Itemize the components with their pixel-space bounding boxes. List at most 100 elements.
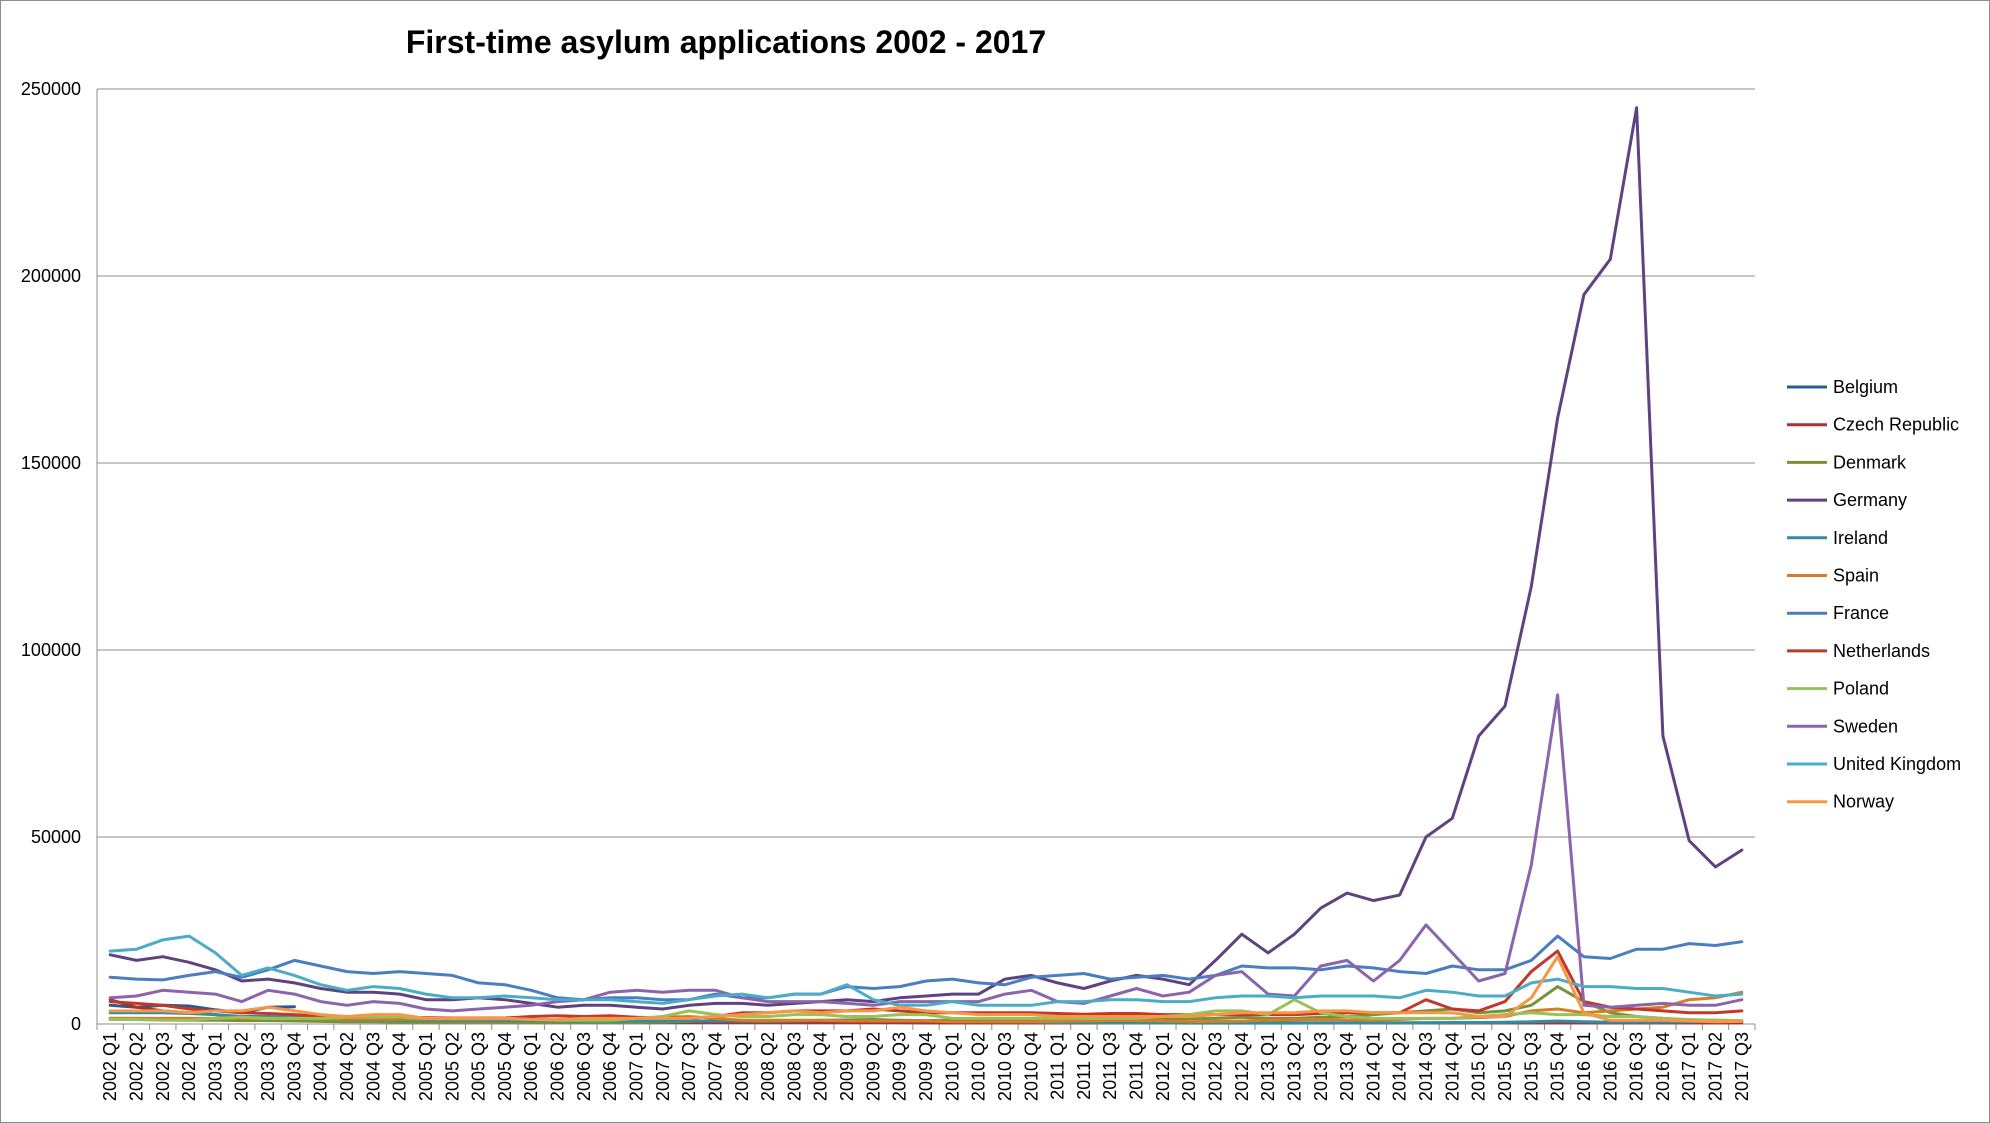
x-tick-label: 2006 Q1 (521, 1032, 541, 1101)
series-lines (108, 106, 1744, 1025)
x-tick-label: 2005 Q3 (469, 1032, 489, 1101)
x-tick-label: 2007 Q2 (653, 1032, 673, 1101)
legend-item: Ireland (1787, 528, 1888, 548)
x-tick-label: 2003 Q4 (284, 1032, 304, 1101)
x-tick-label: 2009 Q4 (916, 1032, 936, 1101)
x-tick-label: 2017 Q2 (1706, 1032, 1726, 1101)
y-tick-label: 250000 (21, 79, 81, 99)
x-tick-label: 2014 Q4 (1442, 1032, 1462, 1101)
y-tick-label: 0 (71, 1014, 81, 1034)
x-tick-label: 2011 Q4 (1127, 1032, 1147, 1100)
y-tick-label: 150000 (21, 453, 81, 473)
x-tick-label: 2004 Q3 (363, 1032, 383, 1101)
x-tick-label: 2013 Q3 (1311, 1032, 1331, 1101)
x-tick-label: 2002 Q2 (126, 1032, 146, 1101)
x-tick-label: 2010 Q3 (995, 1032, 1015, 1101)
legend-item: Spain (1787, 566, 1879, 586)
x-tick-label: 2016 Q4 (1653, 1032, 1673, 1101)
legend: Belgium Czech Republic Denmark Germany Irela… (1787, 377, 1961, 812)
legend-item: Norway (1787, 792, 1894, 812)
x-tick-label: 2006 Q4 (600, 1032, 620, 1101)
x-tick-label: 2005 Q1 (416, 1032, 436, 1101)
x-tick-label: 2013 Q4 (1337, 1032, 1357, 1101)
x-tick-label: 2010 Q1 (942, 1032, 962, 1101)
x-tick-label: 2010 Q2 (969, 1032, 989, 1101)
legend-item: Netherlands (1787, 641, 1930, 661)
x-tick-label: 2015 Q4 (1548, 1032, 1568, 1101)
x-tick-label: 2009 Q2 (863, 1032, 883, 1101)
x-tick-label: 2014 Q2 (1390, 1032, 1410, 1101)
x-tick-label: 2007 Q1 (627, 1032, 647, 1101)
legend-label: Belgium (1833, 377, 1898, 397)
legend-label: United Kingdom (1833, 754, 1961, 774)
x-tick-label: 2015 Q2 (1495, 1032, 1515, 1101)
x-tick-label: 2016 Q3 (1627, 1032, 1647, 1101)
x-tick-label: 2014 Q3 (1416, 1032, 1436, 1101)
x-tick-label: 2007 Q4 (705, 1032, 725, 1101)
series-line-germany (108, 106, 1744, 1011)
legend-item: Germany (1787, 490, 1907, 510)
x-tick-label: 2017 Q3 (1732, 1032, 1752, 1101)
x-tick-label: 2004 Q1 (311, 1032, 331, 1101)
legend-item: Sweden (1787, 716, 1898, 736)
legend-item: Belgium (1787, 377, 1898, 397)
x-tick-label: 2006 Q3 (574, 1032, 594, 1101)
x-tick-label: 2012 Q1 (1153, 1032, 1173, 1101)
legend-item: Poland (1787, 679, 1889, 699)
legend-item: United Kingdom (1787, 754, 1961, 774)
x-tick-label: 2004 Q2 (337, 1032, 357, 1101)
legend-item: Czech Republic (1787, 415, 1959, 435)
legend-label: Czech Republic (1833, 415, 1959, 435)
x-tick-label: 2011 Q1 (1048, 1032, 1068, 1100)
x-tick-label: 2005 Q2 (442, 1032, 462, 1101)
x-tick-label: 2017 Q1 (1679, 1032, 1699, 1101)
series-line-sweden (108, 693, 1744, 1013)
legend-label: Norway (1833, 792, 1894, 812)
x-tick-label: 2012 Q2 (1179, 1032, 1199, 1101)
x-tick-label: 2009 Q1 (837, 1032, 857, 1101)
x-tick-label: 2002 Q4 (179, 1032, 199, 1101)
y-tick-label: 50000 (31, 827, 81, 847)
x-tick-label: 2008 Q1 (732, 1032, 752, 1101)
legend-label: Denmark (1833, 452, 1907, 472)
series-line-france (108, 934, 1744, 1002)
x-tick-label: 2015 Q1 (1469, 1032, 1489, 1101)
legend-label: France (1833, 603, 1889, 623)
legend-label: Germany (1833, 490, 1907, 510)
gridlines (97, 88, 1755, 838)
series-line-netherlands (108, 949, 1744, 1020)
legend-item: Denmark (1787, 452, 1907, 472)
x-tick-label: 2008 Q3 (784, 1032, 804, 1101)
x-tick-label: 2010 Q4 (1021, 1032, 1041, 1101)
legend-item: France (1787, 603, 1889, 623)
legend-label: Sweden (1833, 716, 1898, 736)
x-tick-label: 2004 Q4 (390, 1032, 410, 1101)
series-line-united-kingdom (108, 934, 1744, 1007)
x-tick-label: 2016 Q1 (1574, 1032, 1594, 1101)
y-tick-label: 200000 (21, 266, 81, 286)
x-tick-label: 2013 Q2 (1284, 1032, 1304, 1101)
x-tick-label: 2012 Q4 (1232, 1032, 1252, 1101)
x-tick-label: 2003 Q1 (205, 1032, 225, 1101)
legend-label: Spain (1833, 566, 1879, 586)
x-tick-label: 2013 Q1 (1258, 1032, 1278, 1101)
x-tick-label: 2014 Q1 (1363, 1032, 1383, 1101)
x-tick-label: 2007 Q3 (679, 1032, 699, 1101)
legend-label: Netherlands (1833, 641, 1930, 661)
x-tick-label: 2015 Q3 (1521, 1032, 1541, 1101)
series-line-norway (108, 955, 1744, 1024)
x-tick-label: 2009 Q3 (890, 1032, 910, 1101)
chart-title: First-time asylum applications 2002 - 20… (406, 24, 1046, 60)
x-tick-label: 2016 Q2 (1600, 1032, 1620, 1101)
x-tick-label: 2008 Q4 (811, 1032, 831, 1101)
legend-label: Ireland (1833, 528, 1888, 548)
x-tick-label: 2005 Q4 (495, 1032, 515, 1101)
y-tick-label: 100000 (21, 640, 81, 660)
x-tick-label: 2011 Q3 (1100, 1032, 1120, 1100)
x-tick-label: 2002 Q1 (100, 1032, 120, 1101)
x-tick-label: 2011 Q2 (1074, 1032, 1094, 1100)
x-tick-label: 2002 Q3 (153, 1032, 173, 1101)
legend-label: Poland (1833, 679, 1889, 699)
